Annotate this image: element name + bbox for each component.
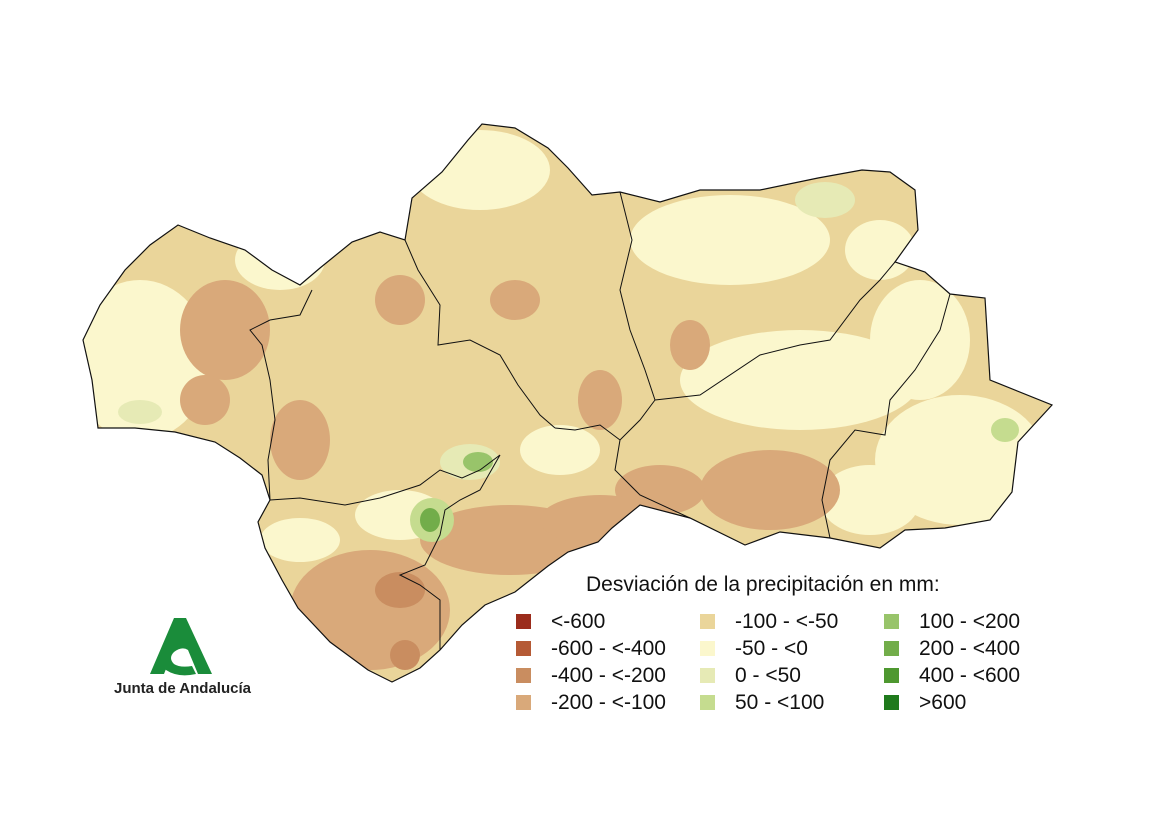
border-sevilla-cordoba bbox=[404, 239, 556, 429]
legend-item: 0 - <50 bbox=[700, 662, 884, 689]
legend-swatch bbox=[516, 695, 531, 710]
pale-area-malaga-north bbox=[520, 425, 600, 475]
legend-label: -400 - <-200 bbox=[551, 663, 666, 687]
legend-item: -400 - <-200 bbox=[516, 662, 700, 689]
wet-core-grazalema bbox=[420, 508, 440, 532]
legend-swatch bbox=[516, 641, 531, 656]
legend-swatch bbox=[884, 614, 899, 629]
border-cordoba-jaen bbox=[619, 191, 656, 401]
legend-swatch bbox=[700, 614, 715, 629]
wet-core-ronda bbox=[463, 452, 493, 472]
dark-area-cordoba bbox=[490, 280, 540, 320]
andalucia-outline bbox=[82, 123, 1054, 683]
legend-item: 200 - <400 bbox=[884, 635, 1068, 662]
dark-area-sevilla-north bbox=[375, 275, 425, 325]
pale-area-granada-east bbox=[870, 280, 970, 400]
legend-label: 50 - <100 bbox=[735, 690, 825, 714]
legend-item: -100 - <-50 bbox=[700, 608, 884, 635]
darker-area-cadiz bbox=[375, 572, 425, 608]
legend-label: <-600 bbox=[551, 609, 606, 633]
dark-area-jaen-south bbox=[670, 320, 710, 370]
dark-area-sevilla-west bbox=[270, 400, 330, 480]
legend-swatch bbox=[516, 668, 531, 683]
legend-item: -200 - <-100 bbox=[516, 689, 700, 716]
legend-label: -200 - <-100 bbox=[551, 690, 666, 714]
legend: <-600 -100 - <-50 100 - <200 -600 - <-40… bbox=[516, 608, 1068, 716]
pale-area-jaen bbox=[630, 195, 830, 285]
border-huelva-sevilla bbox=[249, 289, 313, 501]
legend-item: >600 bbox=[884, 689, 1068, 716]
province-borders bbox=[249, 191, 951, 650]
logo-a-mark bbox=[150, 618, 212, 676]
border-sevilla-cadiz bbox=[269, 454, 501, 506]
pale-area-almeria-west bbox=[820, 465, 920, 535]
legend-item: 400 - <600 bbox=[884, 662, 1068, 689]
legend-swatch bbox=[700, 668, 715, 683]
border-malaga-granada bbox=[614, 439, 691, 519]
legend-label: 100 - <200 bbox=[919, 609, 1021, 633]
dark-area-cordoba-south bbox=[578, 370, 622, 430]
pale-area-jaen-east bbox=[845, 220, 915, 280]
dark-area-granada-south bbox=[700, 450, 840, 530]
legend-label: -600 - <-400 bbox=[551, 636, 666, 660]
wet-area-cazorla bbox=[795, 182, 855, 218]
pale-area-huelva-north bbox=[235, 230, 325, 290]
legend-swatch bbox=[516, 614, 531, 629]
legend-item: 100 - <200 bbox=[884, 608, 1068, 635]
legend-item: -600 - <-400 bbox=[516, 635, 700, 662]
legend-item: <-600 bbox=[516, 608, 700, 635]
legend-label: 400 - <600 bbox=[919, 663, 1021, 687]
legend-swatch bbox=[700, 695, 715, 710]
border-granada-almeria bbox=[821, 293, 951, 539]
logo-text: Junta de Andalucía bbox=[114, 680, 251, 697]
pale-area-cadiz-coast bbox=[260, 518, 340, 562]
legend-label: 0 - <50 bbox=[735, 663, 801, 687]
legend-swatch bbox=[884, 668, 899, 683]
legend-label: -100 - <-50 bbox=[735, 609, 839, 633]
pale-area-cordoba-north bbox=[410, 130, 550, 210]
pale-area-granada bbox=[680, 330, 920, 430]
darker-area-gibraltar bbox=[390, 640, 420, 670]
legend-item: 50 - <100 bbox=[700, 689, 884, 716]
legend-item: -50 - <0 bbox=[700, 635, 884, 662]
border-cordoba-malaga bbox=[554, 399, 656, 441]
dark-area-huelva bbox=[180, 280, 270, 380]
dark-area-malaga-coast bbox=[540, 495, 660, 545]
junta-de-andalucia-logo bbox=[150, 618, 212, 676]
dark-area-huelva-south bbox=[180, 375, 230, 425]
legend-label: >600 bbox=[919, 690, 967, 714]
legend-swatch bbox=[884, 695, 899, 710]
legend-swatch bbox=[700, 641, 715, 656]
border-cadiz-malaga bbox=[398, 454, 501, 650]
legend-label: -50 - <0 bbox=[735, 636, 808, 660]
legend-label: 200 - <400 bbox=[919, 636, 1021, 660]
wet-area-huelva-coast bbox=[118, 400, 162, 424]
wet-area-almeria bbox=[991, 418, 1019, 442]
dark-area-cadiz bbox=[290, 550, 450, 670]
legend-swatch bbox=[884, 641, 899, 656]
pale-area-huelva bbox=[83, 280, 210, 440]
legend-title: Desviación de la precipitación en mm: bbox=[586, 573, 940, 596]
border-jaen-granada bbox=[654, 261, 896, 401]
